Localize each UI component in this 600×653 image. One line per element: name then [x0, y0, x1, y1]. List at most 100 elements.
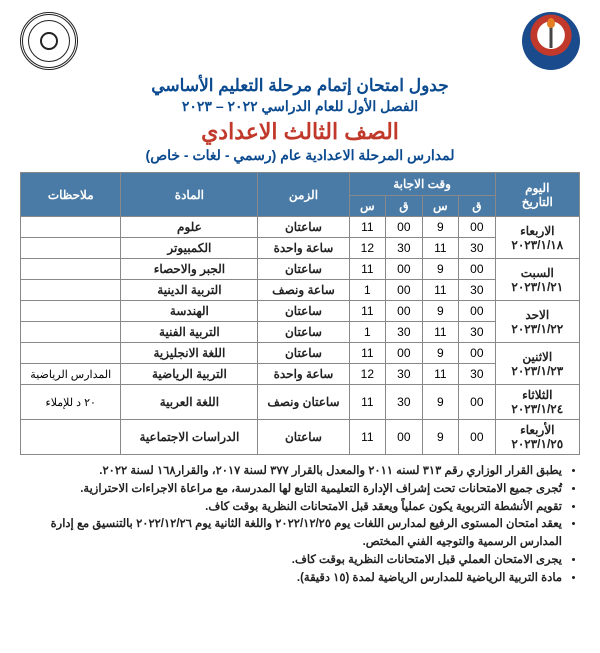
table-row: السبت٢٠٢٣/١/٢١0090011ساعتانالجبر والاحصا…	[21, 259, 580, 280]
cell-notes	[21, 420, 121, 455]
cell-subject: التربية الفنية	[121, 322, 258, 343]
cell-duration: ساعتان	[258, 217, 349, 238]
cell-time-tm: 30	[386, 364, 423, 385]
footer-note-item: مادة التربية الرياضية للمدارس الرياضية ل…	[20, 570, 562, 588]
cell-time-th: 11	[349, 217, 386, 238]
cell-subject: اللغة الانجليزية	[121, 343, 258, 364]
cell-time-fh: 9	[422, 217, 459, 238]
cell-subject: التربية الرياضية	[121, 364, 258, 385]
cell-time-fh: 9	[422, 259, 459, 280]
footer-note-item: يجرى الامتحان العملي قبل الامتحانات النظ…	[20, 552, 562, 570]
cell-time-fm: 30	[459, 364, 496, 385]
cell-notes: ٢٠ د للإملاء	[21, 385, 121, 420]
cell-time-fh: 9	[422, 420, 459, 455]
cell-time-th: 12	[349, 364, 386, 385]
cell-notes	[21, 322, 121, 343]
cell-time-fh: 11	[422, 322, 459, 343]
cell-time-tm: 00	[386, 301, 423, 322]
th-from-h: س	[422, 196, 459, 217]
cell-time-fh: 11	[422, 364, 459, 385]
cell-date: الاحد٢٠٢٣/١/٢٢	[495, 301, 579, 343]
cell-notes	[21, 343, 121, 364]
cell-time-tm: 30	[386, 385, 423, 420]
date-value: ٢٠٢٣/١/٢١	[500, 280, 575, 294]
cell-time-fm: 00	[459, 385, 496, 420]
th-day: اليوم التاريخ	[495, 173, 579, 217]
cell-time-fm: 00	[459, 343, 496, 364]
cell-time-th: 1	[349, 322, 386, 343]
table-row: الاثنين٢٠٢٣/١/٢٣0090011ساعتاناللغة الانج…	[21, 343, 580, 364]
cell-time-tm: 30	[386, 238, 423, 259]
cell-time-th: 11	[349, 420, 386, 455]
th-notes: ملاحظات	[21, 173, 121, 217]
right-logo	[522, 12, 580, 70]
table-header: اليوم التاريخ وقت الاجابة الزمن المادة م…	[21, 173, 580, 217]
cell-subject: الدراسات الاجتماعية	[121, 420, 258, 455]
cell-date: الاثنين٢٠٢٣/١/٢٣	[495, 343, 579, 385]
th-to-m: ق	[386, 196, 423, 217]
cell-subject: اللغة العربية	[121, 385, 258, 420]
cell-time-fm: 00	[459, 259, 496, 280]
left-logo	[20, 12, 78, 70]
cell-time-fm: 00	[459, 420, 496, 455]
cell-notes	[21, 238, 121, 259]
cell-time-tm: 00	[386, 420, 423, 455]
cell-time-fm: 00	[459, 301, 496, 322]
cell-subject: علوم	[121, 217, 258, 238]
cell-subject: الجبر والاحصاء	[121, 259, 258, 280]
date-value: ٢٠٢٣/١/١٨	[500, 238, 575, 252]
title-line-1: جدول امتحان إتمام مرحلة التعليم الأساسي	[20, 76, 580, 96]
date-day-label: السبت	[500, 266, 575, 280]
cell-time-tm: 30	[386, 322, 423, 343]
cell-time-fm: 30	[459, 238, 496, 259]
table-row: الأربعاء٢٠٢٣/١/٢٥0090011ساعتانالدراسات ا…	[21, 420, 580, 455]
date-value: ٢٠٢٣/١/٢٢	[500, 322, 575, 336]
date-value: ٢٠٢٣/١/٢٣	[500, 364, 575, 378]
cell-notes	[21, 280, 121, 301]
cell-notes	[21, 301, 121, 322]
th-answer-time: وقت الاجابة	[349, 173, 495, 196]
cell-time-th: 11	[349, 259, 386, 280]
title-line-4: لمدارس المرحلة الاعدادية عام (رسمي - لغا…	[20, 147, 580, 164]
title-grade: الصف الثالث الاعدادي	[20, 119, 580, 145]
footer-notes-list: يطبق القرار الوزاري رقم ٣١٣ لسنه ٢٠١١ وا…	[20, 463, 580, 588]
date-day-label: الاربعاء	[500, 224, 575, 238]
date-day-label: الأربعاء	[500, 423, 575, 437]
cell-time-fh: 9	[422, 385, 459, 420]
th-to-h: س	[349, 196, 386, 217]
th-duration: الزمن	[258, 173, 349, 217]
date-value: ٢٠٢٣/١/٢٥	[500, 437, 575, 451]
date-day-label: الاحد	[500, 308, 575, 322]
title-line-2: الفصل الأول للعام الدراسي ٢٠٢٢ – ٢٠٢٣	[20, 98, 580, 115]
cell-notes	[21, 217, 121, 238]
cell-notes: المدارس الرياضية	[21, 364, 121, 385]
cell-notes	[21, 259, 121, 280]
cell-date: الثلاثاء٢٠٢٣/١/٢٤	[495, 385, 579, 420]
cell-time-fh: 9	[422, 301, 459, 322]
exam-schedule-table: اليوم التاريخ وقت الاجابة الزمن المادة م…	[20, 172, 580, 455]
cell-duration: ساعة ونصف	[258, 280, 349, 301]
cell-subject: الكمبيوتر	[121, 238, 258, 259]
cell-time-fm: 30	[459, 322, 496, 343]
table-row: الاحد٢٠٢٣/١/٢٢0090011ساعتانالهندسة	[21, 301, 580, 322]
cell-duration: ساعتان	[258, 343, 349, 364]
cell-date: الاربعاء٢٠٢٣/١/١٨	[495, 217, 579, 259]
cell-time-th: 1	[349, 280, 386, 301]
cell-date: السبت٢٠٢٣/١/٢١	[495, 259, 579, 301]
table-row: الاربعاء٢٠٢٣/١/١٨0090011ساعتانعلوم	[21, 217, 580, 238]
cell-time-fm: 30	[459, 280, 496, 301]
cell-time-tm: 00	[386, 343, 423, 364]
footer-note-item: تُجرى جميع الامتحانات تحت إشراف الإدارة …	[20, 481, 562, 499]
cell-time-tm: 00	[386, 280, 423, 301]
cell-time-th: 11	[349, 301, 386, 322]
cell-time-th: 12	[349, 238, 386, 259]
date-day-label: الثلاثاء	[500, 388, 575, 402]
cell-duration: ساعة واحدة	[258, 364, 349, 385]
date-day-label: الاثنين	[500, 350, 575, 364]
cell-date: الأربعاء٢٠٢٣/١/٢٥	[495, 420, 579, 455]
footer-note-item: يعقد امتحان المستوى الرفيع لمدارس اللغات…	[20, 516, 562, 552]
cell-time-tm: 00	[386, 259, 423, 280]
cell-duration: ساعتان	[258, 420, 349, 455]
cell-duration: ساعة واحدة	[258, 238, 349, 259]
table-row: الثلاثاء٢٠٢٣/١/٢٤0093011ساعتان ونصفاللغة…	[21, 385, 580, 420]
